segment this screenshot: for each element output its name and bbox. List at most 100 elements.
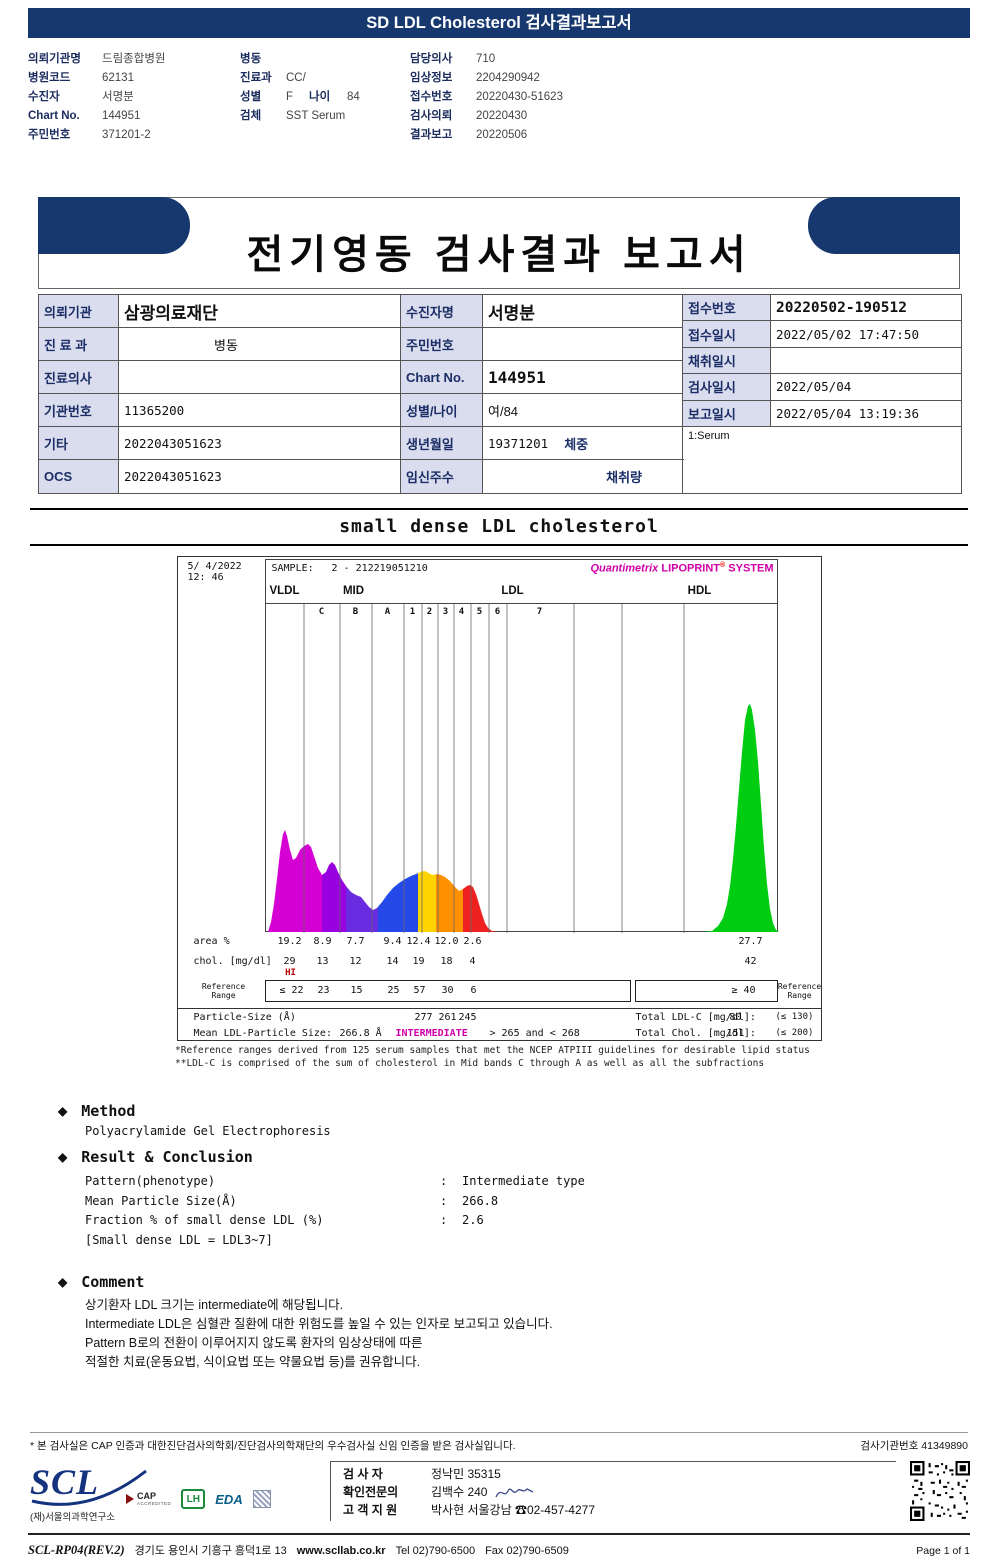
chol-value-hdl: 42 (744, 956, 757, 967)
diamond-bullet-icon: ◆ (58, 1274, 68, 1289)
order-info-table: 의뢰기관 삼광의료재단 수진자명 서명분 진 료 과 병동 주민번호 진료의사 … (38, 294, 962, 494)
graph-header: SAMPLE: 2 - 212219051210 Quantimetrix LI… (265, 560, 777, 604)
table-label: 수진자명 (401, 295, 483, 328)
staff-row: 확인전문의 김백수 240 (343, 1484, 896, 1502)
lab-tel: Tel 02)790-6500 (395, 1545, 476, 1557)
lab-website: www.scllab.co.kr (296, 1545, 386, 1557)
method-body: Polyacrylamide Gel Electrophoresis (85, 1124, 331, 1138)
lane-header-mid: MID (342, 585, 365, 597)
table-value: 서명분 (483, 295, 684, 328)
chol-value: 12 (349, 956, 362, 967)
result-row: Fraction % of small dense LDL (%) : 2.6 (85, 1211, 998, 1231)
lane-header-hdl: HDL (687, 585, 712, 597)
chol-value: 4 (469, 956, 476, 967)
reference-box-hdl: ≥ 40 (634, 980, 778, 1002)
field-label: 임상정보 (410, 72, 453, 84)
footnote-1: *Reference ranges derived from 125 serum… (175, 1045, 810, 1056)
diamond-bullet-icon: ◆ (58, 1104, 68, 1118)
phenotype-classification: INTERMEDIATE (395, 1028, 468, 1039)
table-value (771, 348, 962, 375)
chart-footnotes: *Reference ranges derived from 125 serum… (175, 1045, 823, 1070)
brand-word-1: Quantimetrix (590, 562, 659, 575)
footnote-2: **LDL-C is comprised of the sum of chole… (175, 1057, 765, 1069)
chart-time: 12: 46 (187, 572, 224, 583)
accession-number: 20220502-190512 (771, 295, 962, 322)
chart-divider-line (177, 1008, 821, 1009)
scl-subtitle: (재)서울의과학연구소 (30, 1512, 115, 1523)
high-flag: HI (285, 968, 296, 978)
table-label: 주민번호 (401, 328, 483, 361)
doc-code: SCL-RP04(REV.2) (28, 1543, 125, 1557)
total-chol-label: Total Chol. [mg/dl]: (635, 1028, 756, 1039)
ref-value: 23 (317, 985, 330, 996)
result-label: Fraction % of small dense LDL (%) (85, 1213, 324, 1227)
brand-word-3: SYSTEM (728, 562, 774, 575)
staff-value: 박사현 서울강남 ☎02-457-4277 (431, 1502, 596, 1517)
patient-info-col1: 의뢰기관명 드림종합병원 병원코드 62131 수진자 서명분 Chart No. 14… (28, 50, 240, 145)
result-label: Pattern(phenotype) (85, 1174, 216, 1188)
table-value: 채취량 (483, 460, 684, 493)
area-percent-row: area % 19.2 8.9 7.7 9.4 12.4 12.0 2.6 27… (178, 936, 821, 952)
band-label-ldl-4: 4 (458, 607, 465, 617)
table-label: 성별/나이 (401, 394, 483, 427)
result-separator: : (440, 1193, 448, 1208)
field-label: 나이 (309, 91, 331, 103)
total-chol-ref: (≤ 200) (775, 1028, 814, 1038)
page-footer: * 본 검사실은 CAP 인증과 대한진단검사의학회/진단검사의학재단의 우수검… (0, 1432, 998, 1558)
field-value: SST Serum (286, 110, 346, 122)
table-label: 진 료 과 (39, 328, 119, 361)
scl-logo: SCL (30, 1461, 150, 1511)
band-label-mid-c: C (318, 607, 325, 617)
table-value (119, 361, 401, 394)
method-heading: ◆ Method (58, 1102, 136, 1120)
table-value: 2022/05/02 17:47:50 (771, 321, 962, 348)
result-value: Intermediate type (462, 1174, 585, 1188)
ref-value: 15 (350, 985, 363, 996)
field-label: 주민번호 (28, 129, 71, 141)
field-value: 710 (476, 53, 496, 65)
banner-title: 전기영동 검사결과 보고서 (246, 233, 752, 277)
ref-value: 57 (413, 985, 426, 996)
field-value: 서명분 (102, 91, 134, 103)
scl-logo-text: SCL (30, 1462, 100, 1502)
table-label: 의뢰기관 (39, 295, 119, 328)
result-value: 2.6 (462, 1213, 484, 1227)
mean-particle-value: 266.8 Å (339, 1028, 382, 1039)
field-label: 담당의사 (410, 53, 453, 65)
chol-value: 19 (412, 956, 425, 967)
band-label-ldl-7: 7 (536, 607, 543, 617)
order-table-left: 의뢰기관 삼광의료재단 수진자명 서명분 진 료 과 병동 주민번호 진료의사 … (38, 294, 684, 494)
chart-datetime: 5/ 4/2022 12: 46 (188, 561, 242, 583)
field-value: 20220430-51623 (476, 91, 563, 103)
signature-icon (495, 1487, 534, 1497)
result-heading: ◆ Result & Conclusion (58, 1148, 253, 1166)
table-value: 144951 (483, 361, 684, 394)
table-value (483, 328, 684, 361)
lane-grid-lines (303, 604, 684, 933)
total-ldl-ref: (≤ 130) (775, 1012, 814, 1022)
diamond-bullet-icon: ◆ (58, 1150, 68, 1164)
patient-info-col2: 병동 진료과 CC/ 성별 F 나이 84 검체 SST Serum (240, 50, 410, 145)
lab-address: 경기도 용인시 기흥구 흥덕1로 13 (134, 1545, 287, 1557)
lipoprint-chart: 5/ 4/2022 12: 46 SAMPLE: 2 - 21221905121… (176, 556, 822, 1041)
table-value: 병동 (119, 328, 401, 361)
reference-range-label-left: Reference Range (201, 982, 246, 1000)
weight-label: 체중 (564, 436, 589, 452)
comment-line: Pattern B로의 전환이 이루어지지 않도록 환자의 임상상태에 따른 (85, 1335, 423, 1350)
field-value: F (286, 91, 294, 103)
total-ldl-label: Total LDL-C [mg/dl]: (635, 1012, 756, 1023)
staff-label: 확인전문의 (343, 1484, 399, 1499)
cap-accredited-logo: CAP ACCREDITED (126, 1491, 171, 1507)
lh-logo: LH (181, 1489, 206, 1509)
mid-c-peak (321, 704, 346, 932)
field-label: 의뢰기관명 (28, 53, 81, 65)
report-banner: 전기영동 검사결과 보고서 (38, 197, 960, 289)
reference-box-main: ≤ 22 23 15 25 57 30 6 (264, 980, 631, 1002)
chol-row-label: chol. [mg/dl] (193, 956, 272, 967)
field-value: CC/ (286, 72, 306, 84)
comment-heading: ◆ Comment (58, 1272, 145, 1291)
table-value: 삼광의료재단 (119, 295, 401, 328)
table-label: OCS (39, 460, 119, 493)
ref-value: ≤ 22 (279, 985, 304, 996)
lane-header-ldl: LDL (501, 585, 524, 597)
